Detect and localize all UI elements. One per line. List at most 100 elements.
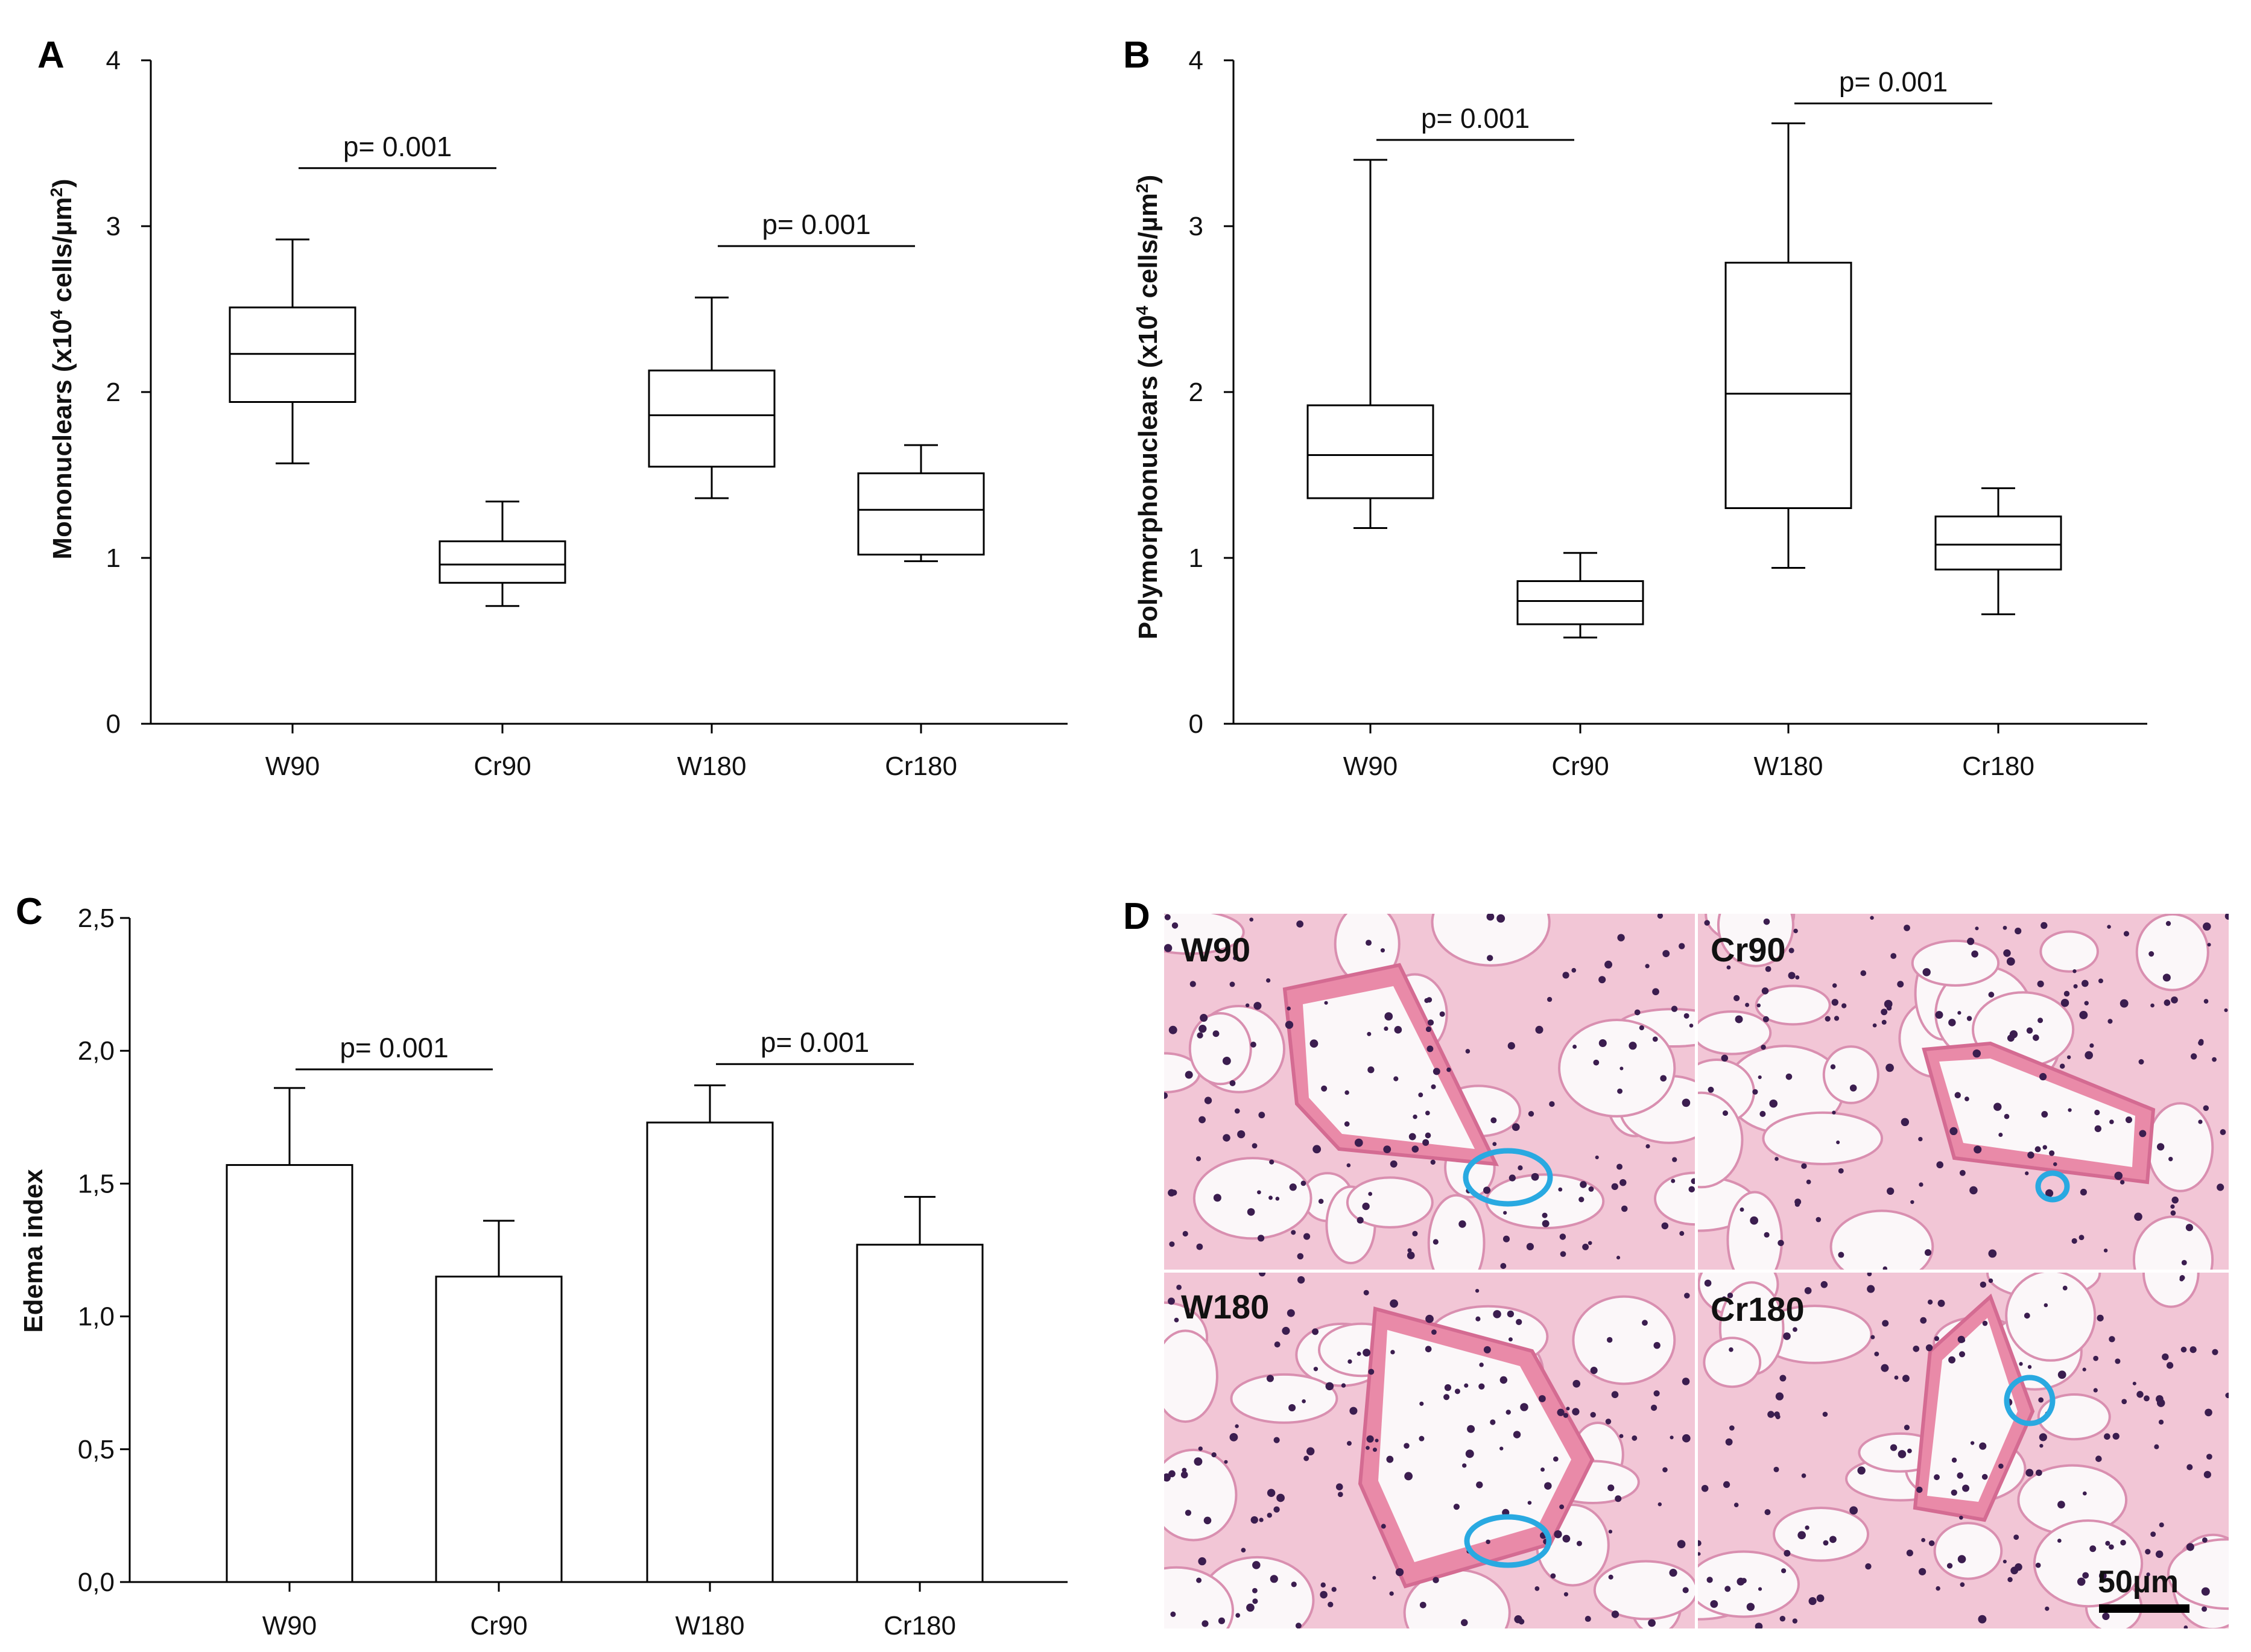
cell-nucleus bbox=[2034, 1146, 2041, 1153]
cell-nucleus bbox=[1918, 1568, 1926, 1575]
cell-nucleus bbox=[2165, 921, 2171, 926]
cell-nucleus bbox=[1418, 1092, 1423, 1098]
cell-nucleus bbox=[1527, 1501, 1532, 1505]
cell-nucleus bbox=[1801, 1473, 1806, 1478]
cell-nucleus bbox=[1381, 1524, 1386, 1529]
cell-nucleus bbox=[1882, 1266, 1887, 1270]
cell-nucleus bbox=[1518, 1165, 1523, 1171]
cell-nucleus bbox=[1507, 1310, 1515, 1318]
cell-nucleus bbox=[2144, 1395, 2150, 1402]
cell-nucleus bbox=[1838, 1168, 1844, 1174]
cell-nucleus bbox=[1729, 1347, 1733, 1352]
cell-nucleus bbox=[1296, 920, 1304, 928]
cell-nucleus bbox=[1619, 1434, 1624, 1438]
cell-nucleus bbox=[2025, 1469, 2034, 1477]
cell-nucleus bbox=[1486, 1539, 1490, 1545]
panel-b-p-value: p= 0.001 bbox=[1839, 66, 1948, 98]
cell-nucleus bbox=[1288, 1404, 1296, 1412]
cell-nucleus bbox=[1427, 1019, 1434, 1026]
cell-nucleus bbox=[1582, 1243, 1589, 1250]
panel-a-box-cr90 bbox=[438, 540, 566, 584]
cell-nucleus bbox=[2057, 1370, 2066, 1379]
panel-b-y-tick-label: 1 bbox=[1189, 543, 1203, 573]
cell-nucleus bbox=[1867, 1273, 1872, 1277]
cell-nucleus bbox=[1164, 914, 1171, 920]
cell-nucleus bbox=[2059, 1063, 2065, 1069]
cell-nucleus bbox=[1957, 1335, 1965, 1343]
cell-nucleus bbox=[2199, 1039, 2204, 1044]
cell-nucleus bbox=[2038, 1397, 2044, 1403]
cell-nucleus bbox=[2041, 1111, 2048, 1118]
cell-nucleus bbox=[1337, 1492, 1343, 1498]
cell-nucleus bbox=[2007, 1577, 2013, 1583]
cell-nucleus bbox=[1295, 1622, 1302, 1628]
cell-nucleus bbox=[1795, 975, 1800, 980]
cell-nucleus bbox=[1461, 1619, 1468, 1627]
cell-nucleus bbox=[2138, 1059, 2144, 1065]
cell-nucleus bbox=[1919, 1182, 1923, 1187]
cell-nucleus bbox=[1229, 981, 1235, 987]
cell-nucleus bbox=[1988, 1278, 1993, 1283]
panel-a-x-tick-label: Cr90 bbox=[473, 752, 531, 781]
cell-nucleus bbox=[1729, 1425, 1735, 1431]
vessel-lumen bbox=[1927, 1318, 2018, 1502]
cell-nucleus bbox=[1816, 1217, 1822, 1223]
cell-nucleus bbox=[1252, 1598, 1258, 1604]
cell-nucleus bbox=[1652, 1036, 1658, 1042]
cell-nucleus bbox=[2080, 1189, 2087, 1196]
cell-nucleus bbox=[2112, 1432, 2120, 1440]
cell-nucleus bbox=[2185, 1224, 2194, 1232]
cell-nucleus bbox=[1252, 1561, 1261, 1569]
cell-nucleus bbox=[1841, 1003, 1847, 1008]
panel-a-x-tick-label: W180 bbox=[677, 752, 747, 781]
panel-c-bar-w180 bbox=[646, 1121, 774, 1583]
cell-nucleus bbox=[1287, 1309, 1295, 1317]
cell-nucleus bbox=[1562, 1534, 1571, 1543]
cell-nucleus bbox=[1982, 1320, 1988, 1326]
cell-nucleus bbox=[1959, 1515, 1963, 1520]
cell-nucleus bbox=[1998, 1132, 2003, 1138]
cell-nucleus bbox=[1367, 1066, 1375, 1074]
cell-nucleus bbox=[1998, 1463, 2004, 1469]
cell-nucleus bbox=[1916, 1486, 1923, 1493]
cell-nucleus bbox=[1967, 937, 1975, 945]
cell-nucleus bbox=[2066, 1055, 2071, 1060]
cell-nucleus bbox=[1682, 1587, 1689, 1593]
cell-nucleus bbox=[1443, 1394, 1450, 1400]
panel-a-plot: 0 1 2 3 4 W90 Cr90 W180 Cr180 p= 0.001 p= 0.001 bbox=[106, 46, 1068, 781]
cell-nucleus bbox=[1682, 1434, 1691, 1443]
cell-nucleus bbox=[1971, 950, 1978, 958]
cell-nucleus bbox=[1708, 1086, 1714, 1093]
cell-nucleus bbox=[1595, 1155, 1599, 1159]
cell-nucleus bbox=[1808, 1597, 1817, 1606]
cell-nucleus bbox=[2062, 1285, 2068, 1291]
cell-nucleus bbox=[1762, 1016, 1769, 1022]
cell-nucleus bbox=[1662, 950, 1670, 957]
cell-nucleus bbox=[1689, 1024, 1694, 1028]
panel-c-y-tick-label: 0,5 bbox=[78, 1435, 115, 1464]
cell-nucleus bbox=[1478, 1383, 1485, 1390]
cell-nucleus bbox=[1273, 1506, 1280, 1513]
alveolar-space bbox=[1558, 1019, 1676, 1118]
cell-nucleus bbox=[1652, 988, 1659, 996]
cell-nucleus bbox=[1746, 1603, 1755, 1611]
cell-nucleus bbox=[1735, 1015, 1743, 1024]
cell-nucleus bbox=[1168, 1297, 1175, 1305]
cell-nucleus bbox=[1198, 1116, 1206, 1124]
cell-nucleus bbox=[1632, 1435, 1638, 1441]
cell-nucleus bbox=[1769, 1099, 1778, 1108]
micrograph-label-cr180: Cr180 bbox=[1711, 1290, 1805, 1328]
cell-nucleus bbox=[1476, 1481, 1483, 1489]
cell-nucleus bbox=[2224, 1008, 2228, 1012]
cell-nucleus bbox=[1758, 1587, 1762, 1591]
cell-nucleus bbox=[1974, 1145, 1982, 1154]
cell-nucleus bbox=[2198, 1119, 2203, 1124]
cell-nucleus bbox=[1198, 1025, 1207, 1033]
cell-nucleus bbox=[1755, 1622, 1763, 1628]
cell-nucleus bbox=[1882, 1320, 1889, 1327]
cell-nucleus bbox=[1508, 1337, 1513, 1342]
cell-nucleus bbox=[1688, 1186, 1695, 1193]
cell-nucleus bbox=[1806, 1179, 1811, 1185]
cell-nucleus bbox=[1518, 1618, 1525, 1625]
cell-nucleus bbox=[2189, 1346, 2197, 1353]
